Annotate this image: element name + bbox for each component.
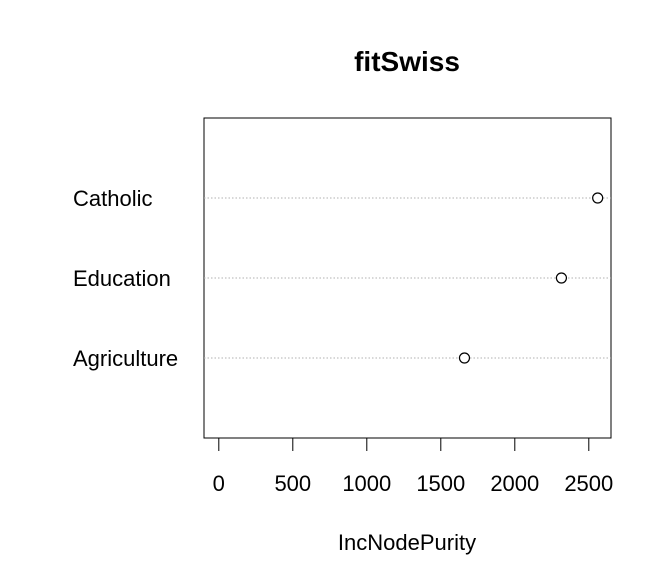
data-point: [555, 272, 568, 284]
x-axis: 0 500 1000 1500 2000 2500: [213, 437, 613, 496]
category-label: Catholic: [73, 186, 152, 211]
x-axis-label: IncNodePurity: [338, 530, 476, 555]
data-points: [458, 192, 604, 364]
x-tick-label: 1000: [342, 471, 391, 496]
data-point: [592, 192, 604, 204]
category-label: Education: [73, 266, 171, 291]
category-label: Agriculture: [73, 346, 178, 371]
data-point: [458, 352, 471, 364]
x-tick-label: 2500: [564, 471, 613, 496]
x-tick-label: 1500: [416, 471, 465, 496]
x-tick-label: 0: [213, 471, 225, 496]
x-tick-label: 2000: [490, 471, 539, 496]
x-tick-label: 500: [274, 471, 311, 496]
grid-lines: [204, 197, 611, 359]
category-labels: Catholic Education Agriculture: [73, 186, 178, 371]
chart-title: fitSwiss: [354, 46, 460, 77]
